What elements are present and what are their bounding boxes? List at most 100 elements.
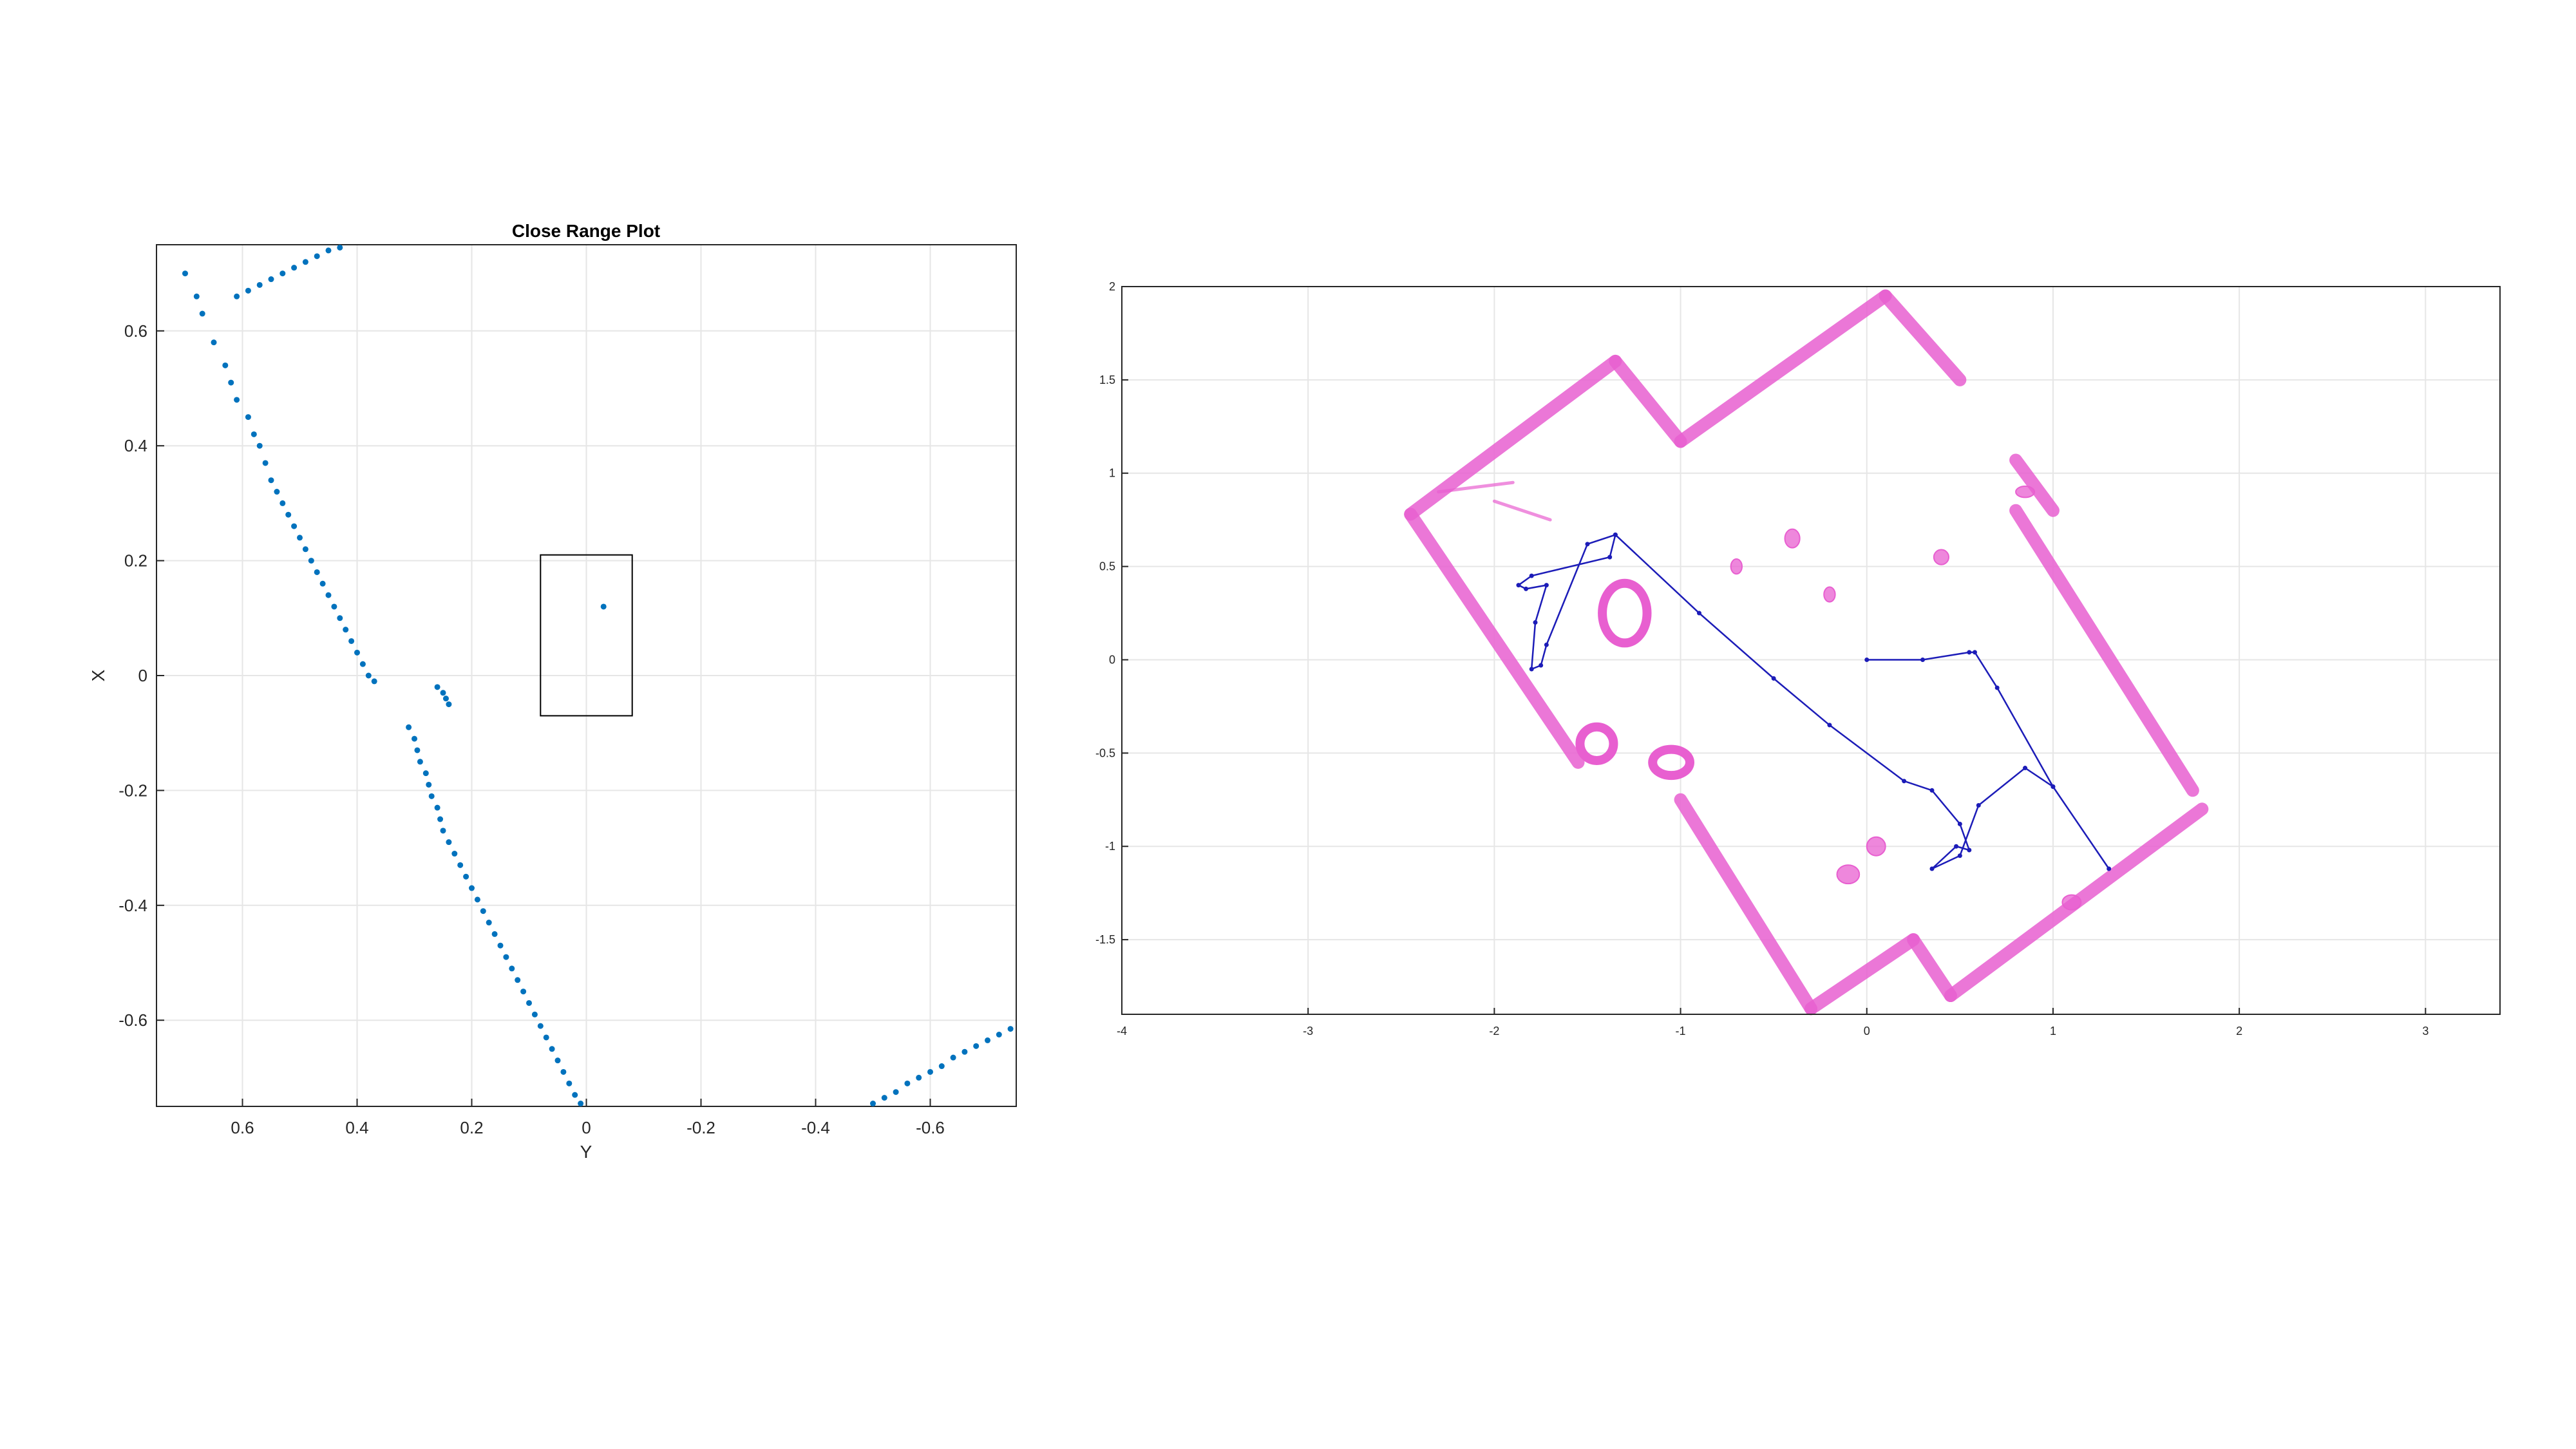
path-point	[1544, 642, 1549, 647]
data-point	[440, 828, 446, 834]
data-point	[412, 735, 417, 742]
data-point	[927, 1068, 933, 1075]
path-point	[1972, 650, 1977, 655]
data-point	[870, 1101, 876, 1107]
data-point	[437, 816, 444, 822]
data-point	[211, 339, 217, 346]
map-obstacle	[2015, 486, 2036, 498]
path-point	[1902, 779, 1907, 784]
data-point	[893, 1089, 899, 1095]
data-point	[348, 638, 355, 644]
data-point	[938, 1063, 945, 1070]
x-tick-label: 0.4	[345, 1118, 368, 1137]
data-point	[354, 649, 360, 656]
data-point	[343, 627, 349, 633]
map-obstacle	[1866, 836, 1886, 857]
path-point	[1544, 583, 1549, 588]
data-point	[268, 477, 274, 484]
data-point	[491, 931, 498, 937]
y-tick-label: -0.5	[1095, 746, 1115, 759]
data-point	[199, 310, 205, 317]
data-point	[308, 558, 314, 564]
data-point	[503, 954, 509, 960]
x-tick-label: 2	[2236, 1025, 2242, 1037]
close-range-plot: Close Range Plot 0.6 0.4 0.2 0 -0.2 -0.4 -0.6 …	[88, 221, 1017, 1162]
data-point	[182, 270, 188, 277]
path-point	[1954, 844, 1959, 849]
map-obstacle	[1823, 586, 1836, 603]
data-point	[262, 460, 269, 466]
path-point	[1607, 554, 1613, 560]
map-wall	[1404, 507, 1585, 769]
x-tick-label: -4	[1117, 1025, 1127, 1037]
map-wall	[1492, 499, 1552, 522]
data-point	[245, 414, 251, 421]
y-tick-label: 1	[1109, 467, 1115, 480]
x-tick-label: 0.6	[231, 1118, 254, 1137]
data-point	[520, 989, 527, 995]
x-tick-label: 0	[582, 1118, 591, 1137]
grid-lines	[156, 245, 1016, 1106]
path-point	[1957, 853, 1962, 858]
x-axis-label: Y	[580, 1142, 592, 1162]
path-point	[1967, 848, 1972, 853]
data-point	[1007, 1026, 1014, 1032]
data-point	[572, 1092, 578, 1098]
data-point	[228, 379, 234, 386]
data-point	[434, 804, 440, 811]
data-point	[950, 1054, 956, 1061]
data-point	[578, 1101, 584, 1107]
map-obstacle	[1598, 578, 1652, 648]
map-obstacle	[1575, 722, 1618, 765]
path-point	[1524, 586, 1529, 591]
path-point	[1929, 866, 1935, 871]
data-point	[337, 244, 343, 251]
data-point	[245, 287, 251, 294]
path-point	[2023, 766, 2028, 771]
data-point	[549, 1046, 555, 1052]
path-point	[1529, 573, 1534, 578]
map-wall	[2009, 453, 2060, 517]
path-point	[1827, 723, 1832, 728]
data-point	[193, 293, 200, 299]
data-point	[297, 535, 303, 541]
data-point	[537, 1023, 544, 1029]
data-point	[428, 793, 435, 799]
path-point	[1539, 663, 1544, 668]
path-point	[1771, 676, 1776, 681]
data-point	[442, 696, 449, 702]
y-tick-label: 0.2	[124, 551, 147, 571]
data-point	[515, 977, 521, 983]
data-point	[451, 851, 458, 857]
data-point	[985, 1037, 990, 1043]
x-tick-label: 0.2	[460, 1118, 483, 1137]
data-point	[291, 523, 298, 529]
data-point	[916, 1074, 922, 1081]
path-point	[1696, 611, 1701, 616]
x-tick-label: -0.6	[916, 1118, 945, 1137]
data-point	[566, 1080, 573, 1086]
data-point	[365, 672, 372, 679]
x-axis: 0.6 0.4 0.2 0 -0.2 -0.4 -0.6	[231, 1099, 945, 1137]
data-point	[560, 1068, 567, 1075]
data-point	[319, 580, 326, 587]
map-obstacle	[1730, 558, 1743, 575]
data-point	[446, 839, 452, 846]
data-point	[251, 431, 257, 437]
path-point	[1994, 685, 2000, 690]
data-point	[543, 1034, 549, 1041]
x-tick-label: -0.2	[687, 1118, 715, 1137]
map-wall	[1804, 933, 1920, 1016]
path-point	[1533, 620, 1538, 625]
map-wall	[1404, 354, 1622, 521]
map-wall	[1879, 289, 1967, 386]
x-tick-label: -0.4	[801, 1118, 830, 1137]
data-point	[434, 684, 440, 690]
data-point	[446, 701, 452, 708]
y-tick-label: 0	[1109, 653, 1115, 666]
map-wall	[1674, 793, 1817, 1016]
data-point	[285, 511, 292, 518]
data-point	[463, 873, 469, 880]
path-point	[1613, 532, 1618, 537]
path-point	[1529, 667, 1534, 672]
